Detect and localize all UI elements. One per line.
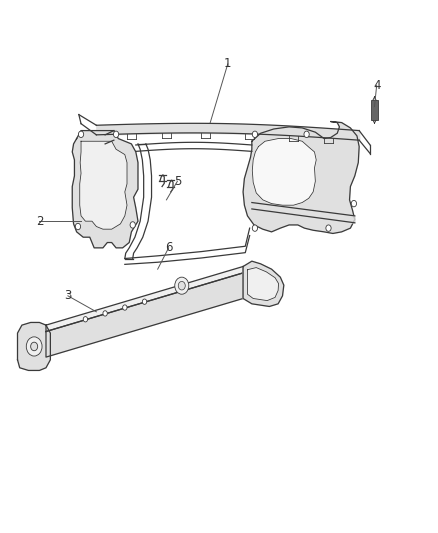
Polygon shape bbox=[247, 268, 279, 301]
Circle shape bbox=[78, 131, 84, 138]
Circle shape bbox=[142, 299, 147, 304]
Circle shape bbox=[304, 131, 309, 138]
Text: 4: 4 bbox=[373, 79, 381, 92]
Text: 5: 5 bbox=[174, 175, 181, 188]
Polygon shape bbox=[252, 139, 316, 205]
Circle shape bbox=[113, 131, 119, 138]
Circle shape bbox=[252, 131, 258, 138]
Text: 1: 1 bbox=[224, 58, 232, 70]
Circle shape bbox=[103, 311, 107, 316]
Circle shape bbox=[31, 342, 38, 351]
Polygon shape bbox=[46, 266, 243, 332]
Polygon shape bbox=[72, 131, 138, 248]
Polygon shape bbox=[18, 322, 50, 370]
Circle shape bbox=[123, 305, 127, 310]
Circle shape bbox=[75, 223, 81, 230]
Circle shape bbox=[175, 277, 189, 294]
Text: 3: 3 bbox=[64, 289, 71, 302]
Bar bbox=[371, 100, 378, 120]
Polygon shape bbox=[243, 122, 359, 233]
Polygon shape bbox=[80, 141, 127, 229]
Circle shape bbox=[83, 317, 88, 322]
Text: 2: 2 bbox=[35, 215, 43, 228]
Circle shape bbox=[326, 225, 331, 231]
Polygon shape bbox=[243, 261, 284, 306]
Text: 6: 6 bbox=[165, 241, 173, 254]
Circle shape bbox=[26, 337, 42, 356]
Circle shape bbox=[252, 225, 258, 231]
Circle shape bbox=[351, 200, 357, 207]
Polygon shape bbox=[46, 273, 243, 357]
Circle shape bbox=[178, 281, 185, 290]
Circle shape bbox=[130, 222, 135, 228]
